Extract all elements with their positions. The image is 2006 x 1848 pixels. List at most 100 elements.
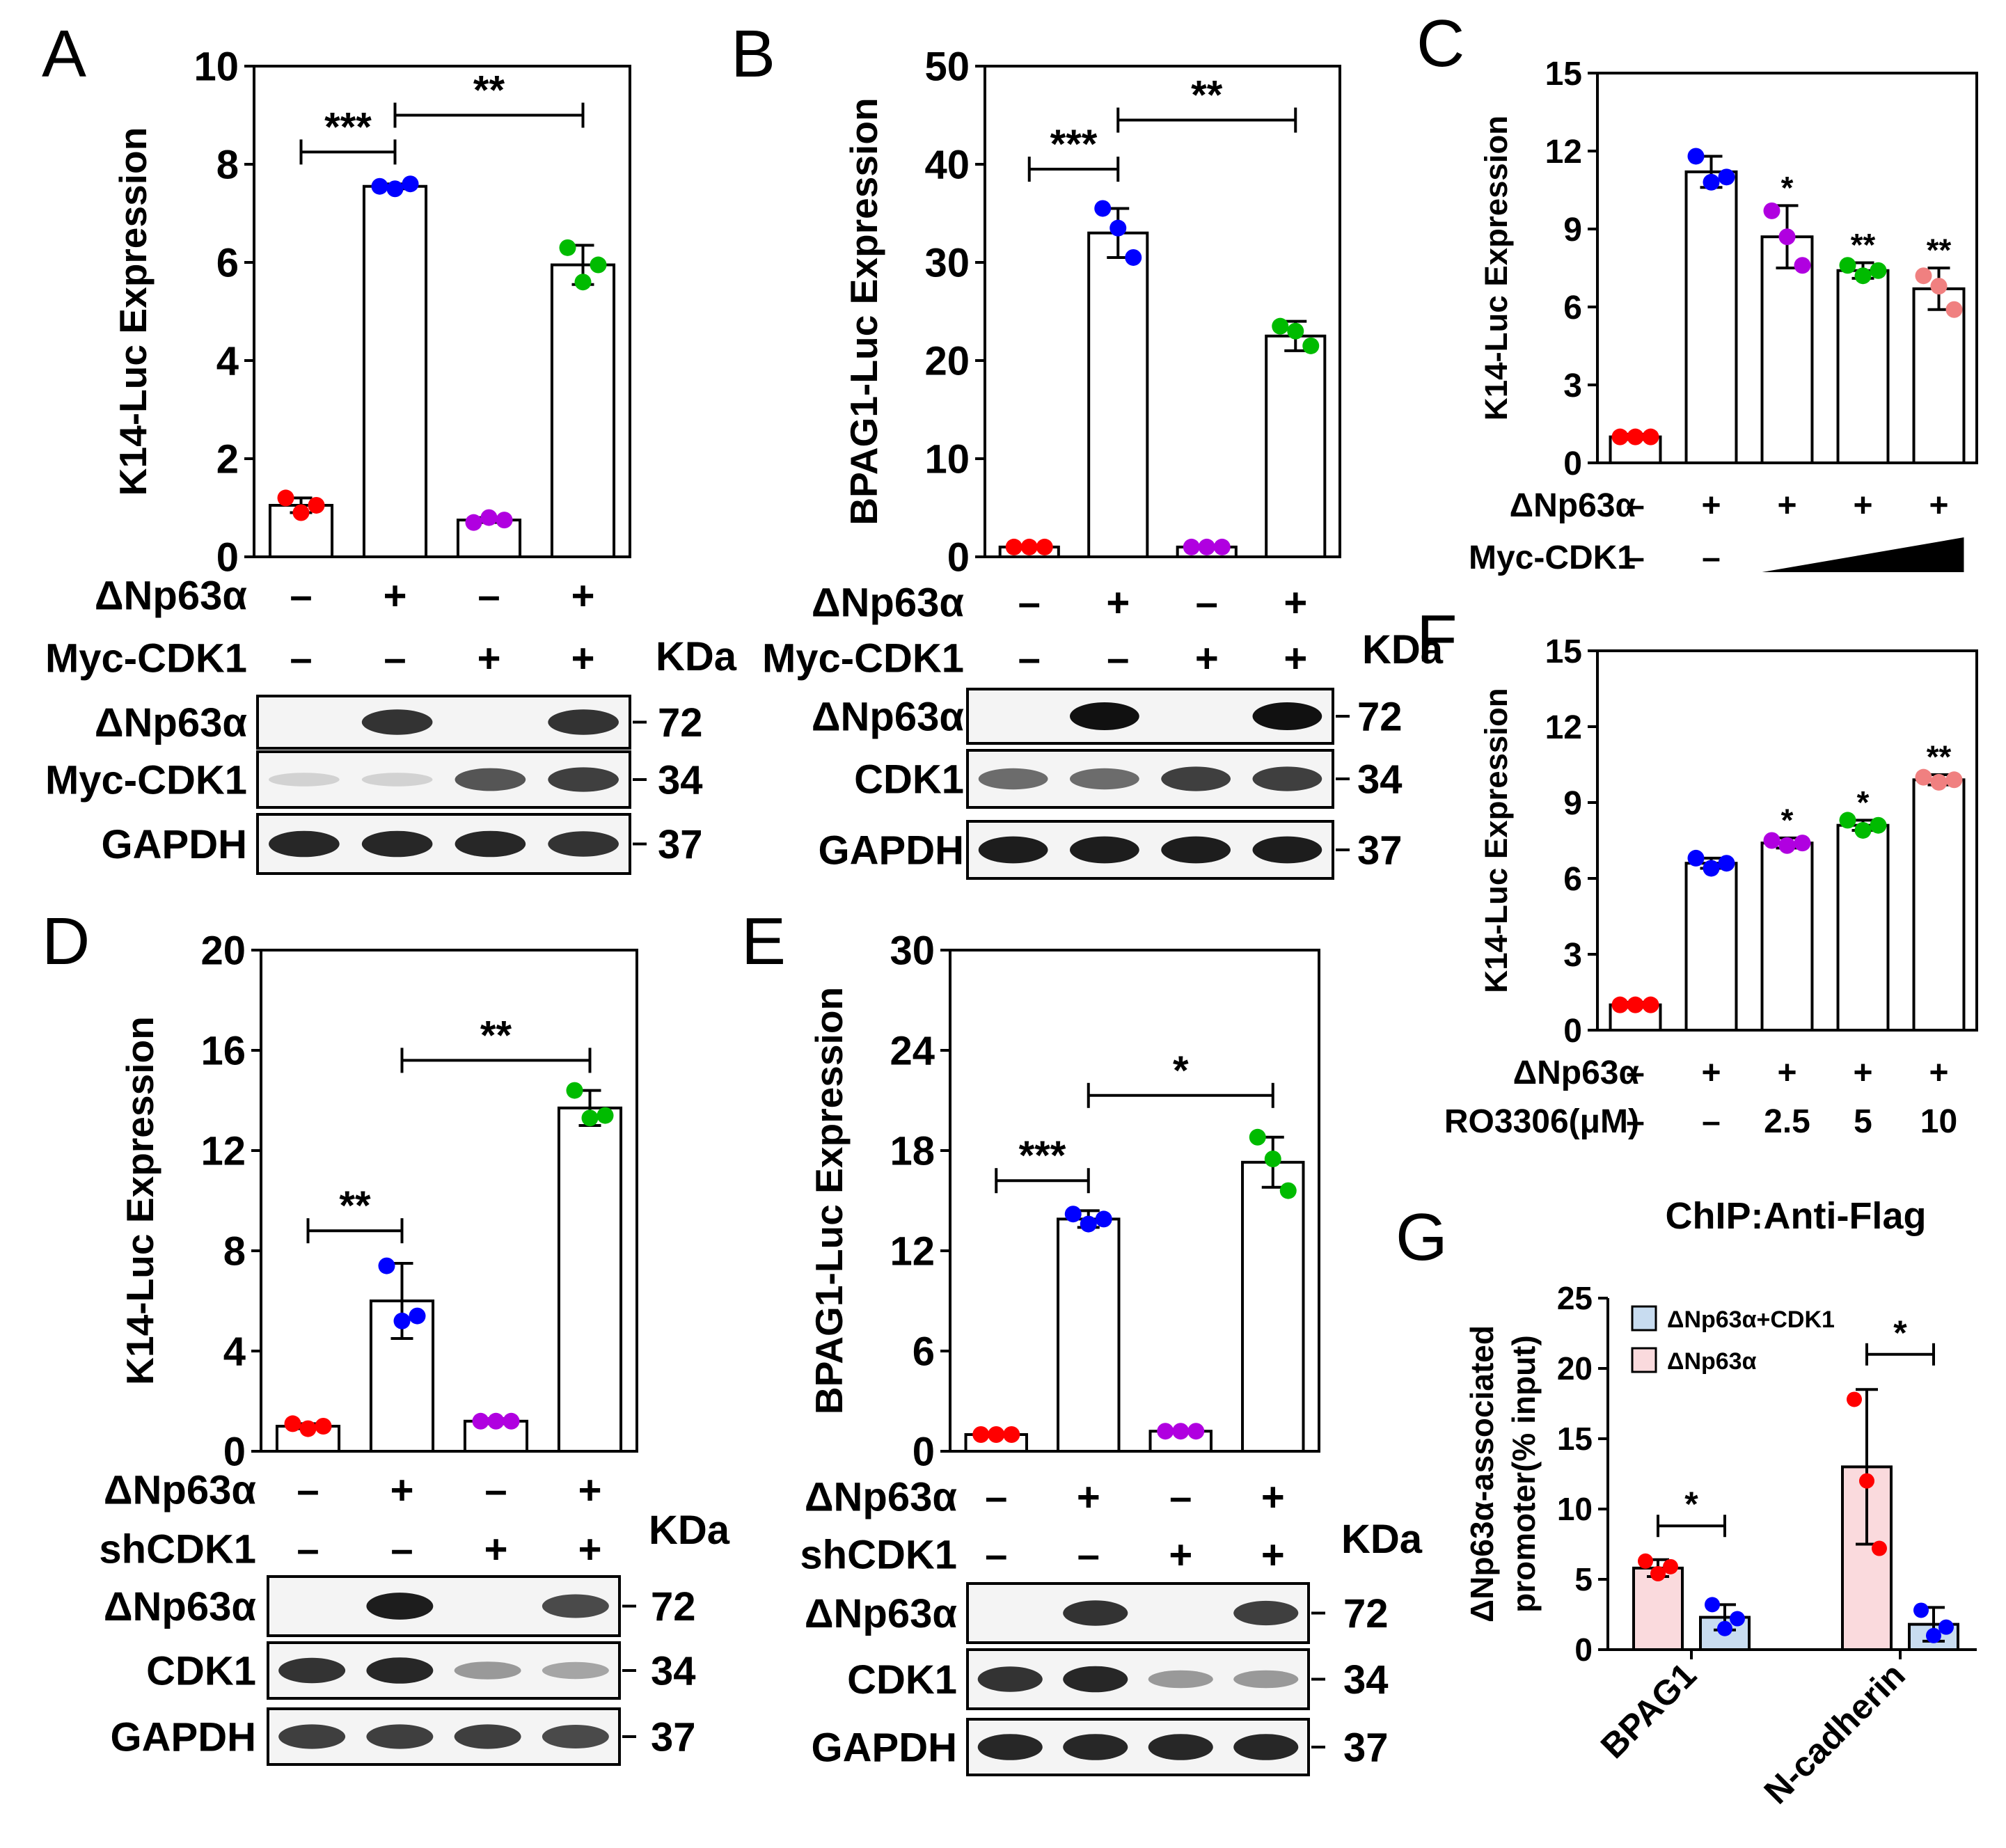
y-tick-label: 15 — [1545, 56, 1582, 93]
data-point — [1264, 1151, 1281, 1167]
data-point — [1915, 768, 1932, 786]
condition-mark: – — [1702, 1103, 1721, 1140]
panel-letter: E — [741, 904, 786, 979]
blot-label: ΔNp63α — [805, 1591, 958, 1636]
data-point — [1020, 538, 1038, 555]
panel-letter: F — [1416, 601, 1458, 676]
y-tick-label: 4 — [216, 338, 239, 384]
y-tick-label: 8 — [223, 1229, 246, 1274]
y-axis-label: BPAG1-Luc Expression — [842, 97, 885, 525]
condition-mark: – — [477, 573, 500, 618]
condition-mark: – — [297, 1467, 319, 1513]
condition-mark: – — [1702, 539, 1721, 576]
y-axis-label: K14-Luc Expression — [111, 127, 155, 496]
significance-label: ** — [1851, 228, 1876, 263]
condition-label: shCDK1 — [800, 1532, 957, 1577]
kda-value: 37 — [1357, 828, 1403, 873]
y-tick-label: 4 — [223, 1329, 246, 1374]
kda-value: 37 — [1343, 1725, 1389, 1770]
condition-label: ΔNp63α — [1510, 487, 1636, 524]
data-point — [1718, 168, 1735, 186]
y-axis-label: promoter(% input) — [1506, 1335, 1542, 1613]
condition-mark: – — [384, 635, 406, 681]
kda-value: 34 — [1357, 757, 1403, 802]
blot-label: GAPDH — [102, 822, 247, 867]
significance-label: ** — [1191, 73, 1223, 118]
blot-band — [1233, 1734, 1299, 1760]
data-point — [1717, 1620, 1732, 1636]
condition-mark: – — [1018, 580, 1041, 625]
chart-title: ChIP:Anti-Flag — [1666, 1195, 1927, 1237]
blot-band — [269, 830, 340, 858]
legend-swatch — [1631, 1305, 1657, 1332]
blot-band — [455, 768, 526, 791]
data-point — [1005, 538, 1022, 555]
bar — [1632, 1566, 1684, 1652]
data-point — [1064, 1206, 1082, 1223]
data-point — [1249, 1128, 1266, 1146]
data-point — [1172, 1423, 1190, 1440]
data-point — [1109, 219, 1127, 237]
data-point — [386, 180, 404, 198]
data-point — [1870, 262, 1887, 279]
blot-band — [1252, 702, 1322, 730]
data-point — [1650, 1565, 1666, 1581]
condition-mark: + — [1929, 487, 1948, 524]
data-point — [1778, 837, 1796, 854]
blot-band — [1063, 1666, 1128, 1693]
blot-label: ΔNp63α — [812, 694, 965, 739]
blot-band — [1233, 1600, 1299, 1626]
blot-band — [366, 1593, 434, 1620]
bar — [557, 1106, 623, 1453]
y-tick-label: 0 — [947, 535, 970, 580]
y-tick-label: 3 — [1563, 368, 1582, 404]
blot-band — [542, 1725, 609, 1748]
y-tick-label: 30 — [890, 928, 935, 973]
data-point — [1302, 337, 1320, 354]
data-point — [574, 274, 592, 291]
y-tick-label: 0 — [913, 1429, 935, 1474]
significance-label: ** — [1927, 232, 1952, 268]
blot-band — [1148, 1670, 1213, 1689]
condition-mark: – — [1196, 580, 1218, 625]
bar — [1684, 862, 1738, 1032]
data-point — [1926, 1627, 1941, 1643]
x-tick-label: N-cadherin — [1757, 1655, 1913, 1811]
bar — [1760, 235, 1814, 464]
blot-label: CDK1 — [847, 1657, 957, 1703]
kda-value: 34 — [658, 757, 703, 803]
data-point — [1638, 1553, 1653, 1569]
significance-label: ** — [480, 1013, 512, 1058]
blot-band — [1148, 1734, 1213, 1760]
data-point — [566, 1082, 583, 1099]
y-tick-label: 2 — [216, 436, 239, 482]
condition-label: Myc-CDK1 — [45, 635, 247, 681]
data-point — [1703, 173, 1720, 191]
condition-mark: + — [477, 635, 501, 681]
condition-label: ΔNp63α — [95, 573, 248, 618]
blot-band — [278, 1657, 346, 1684]
data-point — [496, 512, 513, 529]
significance-label: *** — [1019, 1133, 1066, 1178]
data-point — [1839, 257, 1856, 274]
blot-label: GAPDH — [819, 828, 964, 873]
condition-label: Myc-CDK1 — [762, 635, 964, 681]
data-point — [1870, 816, 1887, 834]
y-tick-label: 20 — [200, 928, 246, 973]
blot-band — [366, 1724, 434, 1749]
condition-mark: + — [578, 1467, 602, 1513]
condition-mark: – — [1626, 1103, 1645, 1140]
condition-mark: – — [1077, 1532, 1100, 1577]
y-axis-label: K14-Luc Expression — [118, 1016, 161, 1385]
kda-value: 34 — [651, 1648, 696, 1693]
y-tick-label: 6 — [1563, 290, 1582, 326]
condition-label: ΔNp63α — [805, 1474, 958, 1519]
y-tick-label: 0 — [1574, 1632, 1593, 1668]
data-point — [1095, 1210, 1112, 1228]
blot-label: CDK1 — [854, 757, 964, 802]
bar — [1241, 1160, 1305, 1453]
data-point — [1198, 538, 1215, 555]
